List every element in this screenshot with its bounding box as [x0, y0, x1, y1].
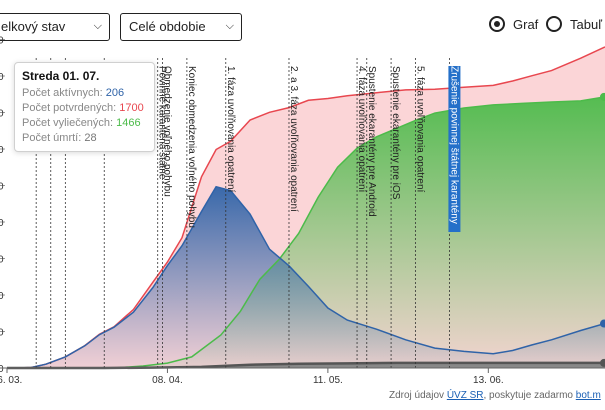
- radio-table[interactable]: Tabuľ: [546, 16, 602, 32]
- y-tick-label: 0: [0, 145, 4, 156]
- recovered-end-marker: [600, 92, 605, 101]
- x-tick-label: 13. 06.: [473, 375, 504, 386]
- recovered-line: [7, 96, 605, 369]
- bot-link[interactable]: bot.m: [575, 390, 601, 401]
- x-tick-label: 08. 04.: [152, 375, 183, 386]
- y-tick-label: 0: [0, 291, 4, 302]
- annotation-label: Obmedzenie voľného pohybu: [162, 66, 173, 197]
- radio-unchecked-icon: [546, 16, 562, 32]
- x-tick-label: 06. 03.: [0, 375, 22, 386]
- tooltip-active-row: Počet aktívnych: 206: [22, 86, 147, 101]
- y-tick-label: 0: [0, 218, 4, 229]
- radio-graph[interactable]: Graf: [489, 16, 538, 32]
- tooltip-recovered-value: 1466: [116, 117, 141, 129]
- annotation-label: Koniec obmedzenia voľného pohybu: [186, 66, 197, 228]
- y-tick-label: 0: [0, 182, 4, 193]
- period-select[interactable]: Celé obdobie ⌵: [120, 13, 242, 41]
- metric-select[interactable]: elkový stav ⌵: [0, 13, 110, 41]
- chevron-down-icon: ⌵: [93, 20, 102, 32]
- tooltip-title: Streda 01. 07.: [22, 69, 100, 83]
- chevron-down-icon: ⌵: [225, 20, 234, 32]
- tooltip-confirmed-value: 1700: [119, 102, 144, 114]
- tooltip-recovered-row: Počet vyliečených: 1466: [22, 116, 147, 131]
- tooltip-active-value: 206: [105, 87, 125, 99]
- tooltip-deaths-value: 28: [84, 132, 97, 144]
- active-area: [7, 186, 605, 368]
- tooltip-deaths-row: Počet úmrtí: 28: [22, 131, 147, 146]
- deaths-end-marker: [600, 358, 605, 367]
- y-tick-label: 0: [0, 255, 4, 266]
- radio-table-label: Tabuľ: [570, 16, 602, 32]
- tooltip-recovered-label: Počet vyliečených:: [22, 117, 114, 129]
- footer-prefix: Zdroj údajov: [389, 390, 445, 401]
- y-tick-label: 0: [0, 109, 4, 120]
- y-tick-label: 0: [0, 328, 4, 339]
- radio-checked-icon: [489, 16, 505, 32]
- tooltip-deaths-label: Počet úmrtí:: [22, 132, 82, 144]
- footer-middle: , poskytuje zadarmo: [483, 390, 573, 401]
- annotation-label: Spustenie ekarantény pre Android: [366, 66, 377, 217]
- y-tick-label: 0: [0, 72, 4, 83]
- source-link[interactable]: ÚVZ SR: [446, 390, 484, 401]
- active-end-marker: [600, 319, 605, 328]
- annotation-label: 2. a 3. fáza uvoľňovania opatrení: [288, 66, 299, 212]
- footer-source: Zdroj údajov ÚVZ SR, poskytuje zadarmo b…: [389, 390, 601, 401]
- tooltip-active-label: Počet aktívnych:: [22, 87, 103, 99]
- chart-tooltip: Streda 01. 07. Počet aktívnych: 206 Poče…: [14, 62, 155, 152]
- active-line: [7, 185, 605, 369]
- tooltip-confirmed-row: Počet potvrdených: 1700: [22, 101, 147, 116]
- y-tick-label: 0: [0, 36, 4, 47]
- annotation-label: 4. fáza uvoľňovania opatrení: [356, 66, 367, 193]
- y-tick-label: 0: [0, 364, 4, 375]
- annotation-label: 1. fáza uvoľňovania opatrení: [225, 66, 236, 193]
- tooltip-confirmed-label: Počet potvrdených:: [22, 102, 117, 114]
- annotation-label: Spustenie ekarantény pre iOS: [390, 66, 401, 200]
- period-select-value: Celé obdobie: [129, 19, 206, 34]
- annotation-label: 5. fáza uvoľňovania opatrení: [414, 66, 425, 193]
- metric-select-value: elkový stav: [1, 19, 66, 34]
- annotation-highlight: [448, 66, 461, 232]
- radio-graph-label: Graf: [513, 16, 539, 32]
- deaths-area: [7, 362, 605, 368]
- annotation-label: Zrušenie povinnej štátnej karantény: [448, 66, 459, 224]
- x-tick-label: 11. 05.: [313, 375, 343, 386]
